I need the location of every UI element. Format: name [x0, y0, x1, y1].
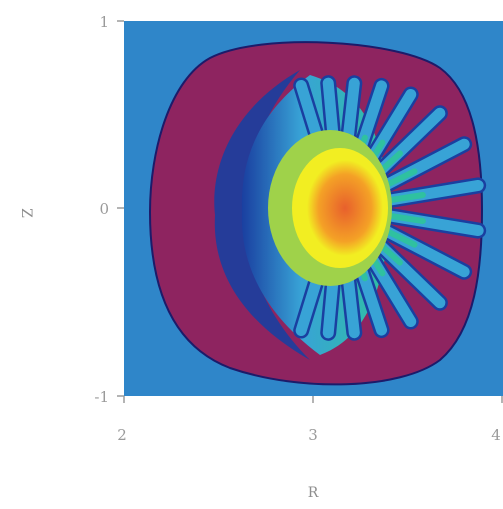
y-tick-label: 0 — [99, 200, 109, 218]
y-tick-label: 1 — [99, 13, 109, 31]
hot-core — [307, 160, 383, 256]
x-tick-label: 2 — [117, 426, 127, 444]
x-axis-label: R — [308, 485, 319, 501]
y-tick-label: -1 — [94, 388, 109, 406]
x-axis: 2 3 4 R — [117, 396, 503, 501]
heatmap-field — [148, 41, 487, 386]
x-tick-label: 4 — [491, 426, 501, 444]
y-axis-label: Z — [18, 208, 34, 218]
x-tick-label: 3 — [308, 426, 318, 444]
outer-crescent — [214, 70, 310, 360]
y-axis: 1 0 -1 Z — [18, 13, 124, 406]
